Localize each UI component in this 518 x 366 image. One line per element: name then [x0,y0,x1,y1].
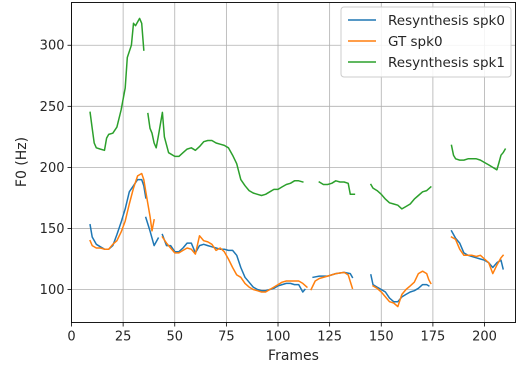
y-tick-label: 200 [40,161,65,176]
x-tick-label: 0 [67,330,75,345]
x-tick-label: 75 [218,330,235,345]
gt-spk0-line-segment [310,271,354,291]
resynthesis-spk1-legend-label: Resynthesis spk1 [388,55,505,71]
resynthesis-spk0-line-segment [89,178,147,250]
x-tick-label: 100 [266,330,291,345]
plot-series [89,17,507,308]
resynthesis-spk1-line-segment [89,17,145,152]
resynthesis-spk1-line-segment [318,180,356,196]
y-tick-label: 250 [40,100,65,115]
y-tick-label: 300 [40,39,65,54]
resynthesis-spk0-line-segment [161,233,306,293]
resynthesis-spk0-line-segment [450,229,505,270]
axis-ticks: 0 25 50 75 100 125 150 175 200 100 150 200 250 300 [40,39,497,345]
x-tick-label: 150 [369,330,394,345]
gt-spk0-legend-label: GT spk0 [388,34,443,50]
x-tick-label: 200 [472,330,497,345]
resynthesis-spk0-legend-label: Resynthesis spk0 [388,13,505,29]
gt-spk0-line-segment [89,172,155,250]
gt-spk0-line-segment [161,235,308,293]
resynthesis-spk1-line-segment [147,111,304,197]
y-axis-label: F0 (Hz) [14,137,30,187]
x-tick-label: 25 [115,330,132,345]
gt-spk0-line-segment [450,235,505,275]
resynthesis-spk0-line-segment [144,216,160,247]
x-tick-label: 175 [420,330,445,345]
legend-box [340,6,512,78]
resynthesis-spk1-line-segment [450,144,507,171]
y-tick-label: 100 [40,283,65,298]
x-tick-label: 50 [166,330,183,345]
gt-spk0-line-segment [371,270,432,308]
x-tick-label: 125 [317,330,342,345]
x-axis-label: Frames [268,348,319,364]
legend: Resynthesis spk0 GT spk0 Resynthesis spk1 [340,6,512,78]
resynthesis-spk1-line-segment [369,183,432,210]
plot-frame [71,2,516,323]
y-tick-label: 150 [40,222,65,237]
